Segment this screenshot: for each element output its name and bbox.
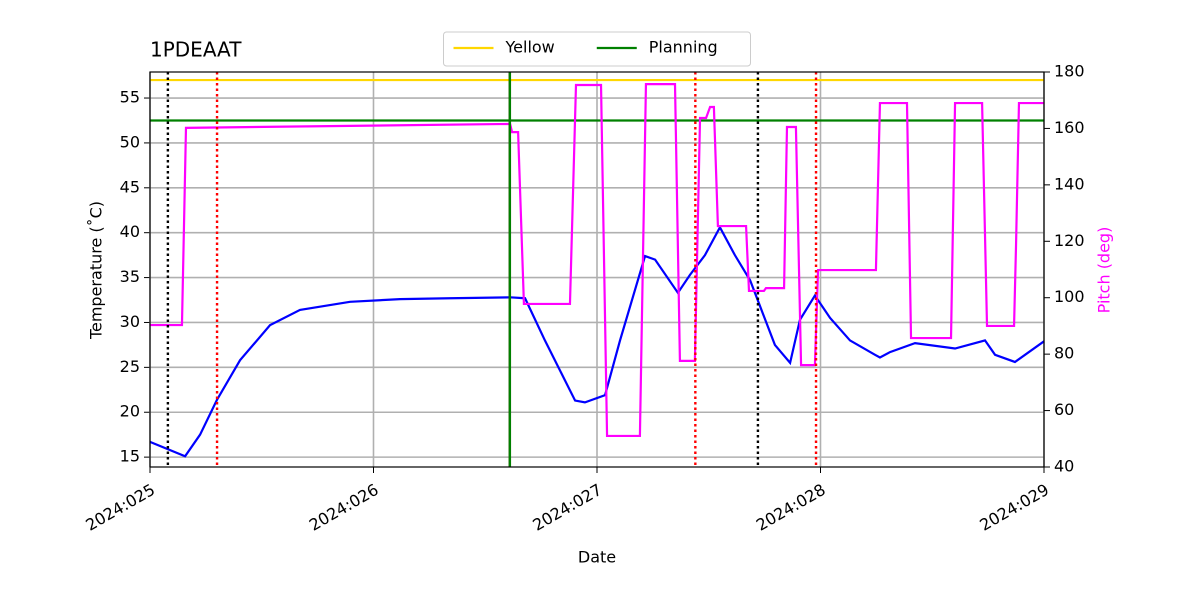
y-tick-label: 15 xyxy=(120,447,140,466)
legend-label: Yellow xyxy=(505,38,555,57)
y-tick-label: 40 xyxy=(120,222,140,241)
x-tick-label: 2024:026 xyxy=(306,480,382,535)
y2-tick-label: 140 xyxy=(1054,174,1085,193)
y2-tick-label: 60 xyxy=(1054,400,1074,419)
y-tick-label: 20 xyxy=(120,402,140,421)
y2-tick-label: 40 xyxy=(1054,457,1074,476)
x-tick-label: 2024:027 xyxy=(529,480,605,535)
plot-frame xyxy=(149,71,1045,468)
y-tick-label: 25 xyxy=(120,357,140,376)
y2-tick-label: 160 xyxy=(1054,118,1085,137)
y-tick-label: 35 xyxy=(120,267,140,286)
y2-tick-label: 120 xyxy=(1054,231,1085,250)
y-tick-label: 55 xyxy=(120,88,140,107)
y2-tick-label: 100 xyxy=(1054,287,1085,306)
y-tick-label: 30 xyxy=(120,312,140,331)
y-tick-label: 50 xyxy=(120,132,140,151)
y2-tick-label: 180 xyxy=(1054,62,1085,81)
y-axis-label: Temperature (˚C) xyxy=(87,201,106,340)
y-tick-label: 45 xyxy=(120,177,140,196)
x-tick-label: 2024:025 xyxy=(82,480,158,535)
y2-tick-label: 80 xyxy=(1054,344,1074,363)
x-tick-label: 2024:028 xyxy=(753,480,829,535)
y2-axis-label: Pitch (deg) xyxy=(1095,227,1114,314)
x-tick-label: 2024:029 xyxy=(976,480,1052,535)
chart-title: 1PDEAAT xyxy=(150,38,242,62)
x-axis-label: Date xyxy=(578,548,616,567)
legend-label: Planning xyxy=(649,38,718,57)
data-line xyxy=(149,224,1045,458)
data-line xyxy=(150,83,1044,438)
legend: Yellow Planning xyxy=(443,31,751,67)
